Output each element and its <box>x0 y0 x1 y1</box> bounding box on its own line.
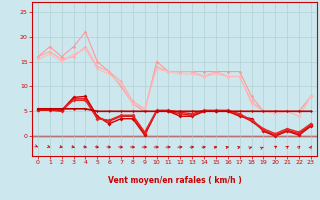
X-axis label: Vent moyen/en rafales ( km/h ): Vent moyen/en rafales ( km/h ) <box>108 176 241 185</box>
